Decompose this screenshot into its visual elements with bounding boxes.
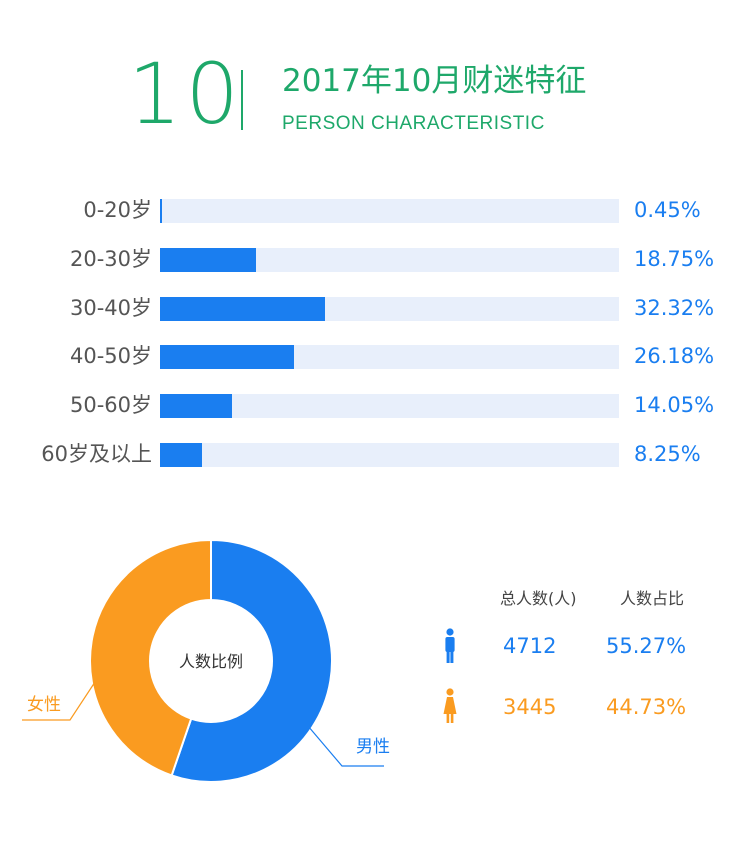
bar	[160, 394, 232, 418]
female-leader-line	[22, 681, 96, 721]
male-slice-label: 男性	[356, 737, 390, 757]
bar-track	[160, 345, 619, 369]
age-label: 50-60岁	[69, 393, 152, 417]
header-number: 10	[128, 45, 243, 143]
total-count-header: 总人数(人)	[500, 589, 577, 608]
donut-center-label: 人数比例	[179, 652, 243, 671]
bar	[160, 297, 325, 321]
female-person-icon	[443, 688, 457, 723]
male-percent: 55.27%	[606, 634, 687, 658]
age-label: 60岁及以上	[41, 442, 152, 466]
bar-track	[160, 199, 619, 223]
female-percent: 44.73%	[606, 695, 687, 719]
bar-track	[160, 297, 619, 321]
bar-value-label: 0.45%	[634, 198, 701, 222]
bar	[160, 199, 163, 223]
age-label: 40-50岁	[69, 344, 152, 368]
bar-value-label: 8.25%	[634, 442, 701, 466]
bar	[160, 345, 294, 369]
header-divider	[241, 70, 243, 130]
female-slice	[89, 538, 212, 777]
bar	[160, 248, 256, 272]
page-title: 2017年10月财迷特征	[282, 63, 587, 99]
male-person-icon	[445, 628, 455, 663]
bar-track	[160, 248, 619, 272]
bar	[160, 443, 203, 467]
bar-track	[160, 394, 619, 418]
age-label: 0-20岁	[83, 198, 152, 222]
age-label: 30-40岁	[69, 296, 152, 320]
bar-value-label: 26.18%	[634, 344, 715, 368]
page-subtitle: PERSON CHARACTERISTIC	[282, 113, 545, 134]
bar-value-label: 32.32%	[634, 296, 715, 320]
female-count: 3445	[503, 695, 557, 719]
male-leader-line	[307, 725, 384, 767]
male-slice	[170, 538, 333, 783]
male-count: 4712	[503, 634, 557, 658]
percent-header: 人数占比	[620, 589, 685, 608]
bar-value-label: 14.05%	[634, 393, 715, 417]
bar-track	[160, 443, 619, 467]
age-label: 20-30岁	[69, 247, 152, 271]
female-slice-label: 女性	[27, 695, 61, 715]
bar-value-label: 18.75%	[634, 247, 715, 271]
